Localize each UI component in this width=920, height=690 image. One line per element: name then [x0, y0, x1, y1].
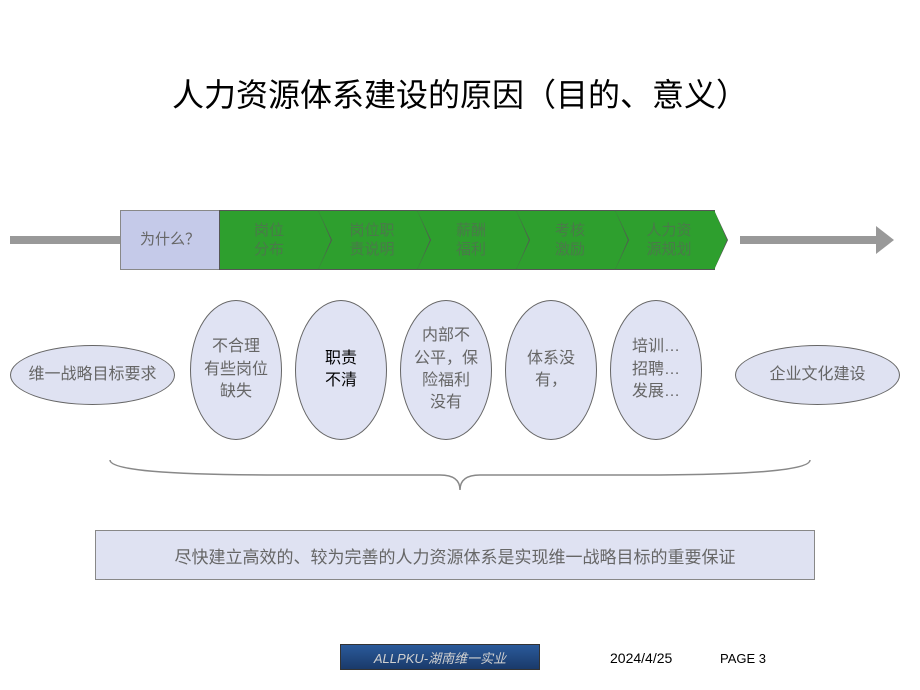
arrow-left — [10, 236, 120, 244]
ellipse-tall-4: 体系没有， — [505, 300, 597, 440]
ellipse-left-wide: 维一战略目标要求 — [10, 345, 175, 405]
conclusion-box: 尽快建立高效的、较为完善的人力资源体系是实现维一战略目标的重要保证 — [95, 530, 815, 580]
ellipse-tall-5: 培训…招聘…发展… — [610, 300, 702, 440]
process-step-why: 为什么？ — [120, 210, 220, 270]
process-row: 为什么？ 岗位分布 岗位职责说明 薪酬福利 考核激励 人力资源规划 — [120, 210, 715, 270]
process-step-4: 考核激励 — [516, 210, 616, 270]
process-step-2: 岗位职责说明 — [318, 210, 418, 270]
ellipses-row: 维一战略目标要求 不合理有些岗位缺失 职责不清 内部不公平，保险福利没有 体系没… — [0, 300, 920, 460]
page-title: 人力资源体系建设的原因（目的、意义） — [0, 0, 920, 116]
arrow-right — [740, 236, 880, 244]
curly-bracket — [100, 455, 820, 495]
process-step-3: 薪酬福利 — [417, 210, 517, 270]
process-arrow-section: 为什么？ 岗位分布 岗位职责说明 薪酬福利 考核激励 人力资源规划 — [0, 200, 920, 280]
footer-date: 2024/4/25 — [610, 650, 672, 666]
ellipse-tall-1: 不合理有些岗位缺失 — [190, 300, 282, 440]
footer-page: PAGE 3 — [720, 651, 766, 666]
ellipse-tall-3: 内部不公平，保险福利没有 — [400, 300, 492, 440]
ellipse-right-wide: 企业文化建设 — [735, 345, 900, 405]
process-step-5: 人力资源规划 — [615, 210, 715, 270]
process-step-1: 岗位分布 — [219, 210, 319, 270]
footer-badge: ALLPKU-湖南维一实业 — [340, 644, 540, 670]
ellipse-tall-2: 职责不清 — [295, 300, 387, 440]
footer: ALLPKU-湖南维一实业 2024/4/25 PAGE 3 — [0, 640, 920, 670]
